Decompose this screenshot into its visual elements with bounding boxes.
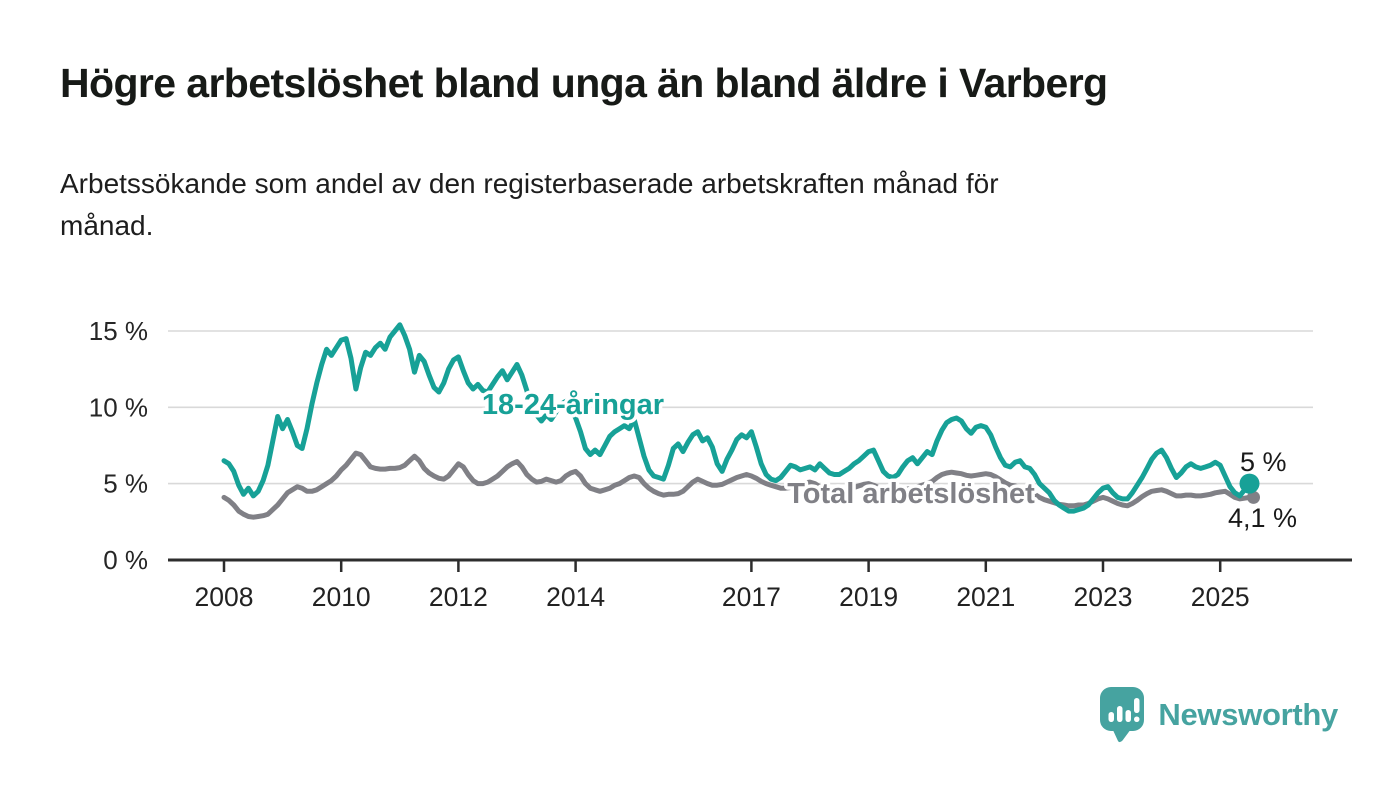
x-tick-label: 2023 bbox=[1074, 582, 1133, 612]
x-tick-label: 2019 bbox=[839, 582, 898, 612]
x-tick-label: 2010 bbox=[312, 582, 371, 612]
newsworthy-logo: Newsworthy bbox=[1099, 686, 1338, 743]
end-value-label-total: 4,1 % bbox=[1228, 503, 1297, 533]
newsworthy-logo-text: Newsworthy bbox=[1158, 696, 1338, 732]
series-line-youth bbox=[221, 322, 1252, 514]
page-subtitle: Arbetssökande som andel av den registerb… bbox=[60, 168, 999, 241]
end-value-label-youth: 5 % bbox=[1240, 447, 1287, 477]
y-tick-label: 10 % bbox=[89, 392, 148, 422]
y-tick-label: 5 % bbox=[103, 469, 148, 499]
series-label-youth: 18-24-åringar bbox=[482, 389, 664, 421]
x-tick-label: 2025 bbox=[1191, 582, 1250, 612]
y-tick-label: 15 % bbox=[89, 316, 148, 346]
end-dot-youth bbox=[1239, 473, 1260, 494]
x-tick-label: 2021 bbox=[956, 582, 1015, 612]
y-tick-label: 0 % bbox=[103, 545, 148, 575]
end-dot-total bbox=[1247, 490, 1260, 504]
page-title: Högre arbetslöshet bland unga än bland ä… bbox=[60, 60, 1108, 106]
x-tick-label: 2008 bbox=[195, 582, 254, 612]
x-tick-label: 2014 bbox=[546, 582, 605, 612]
x-tick-label: 2012 bbox=[429, 582, 488, 612]
x-tick-label: 2017 bbox=[722, 582, 781, 612]
series-line-total bbox=[221, 450, 1252, 520]
newsworthy-logo-icon bbox=[1100, 687, 1145, 743]
series-label-total: Total arbetslöshet bbox=[787, 478, 1035, 510]
